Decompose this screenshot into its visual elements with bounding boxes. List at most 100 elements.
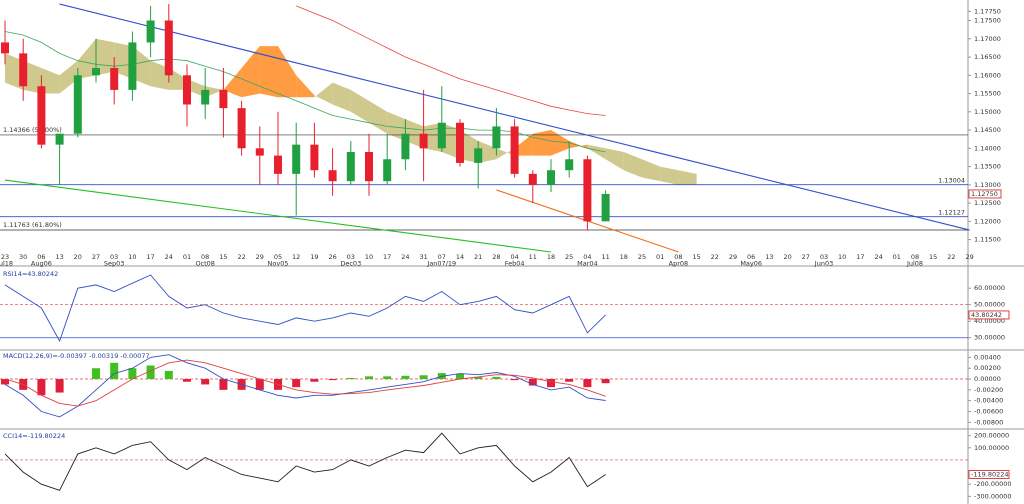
x-month-label: Jun03 [814, 260, 833, 268]
ichimoku-cloud [660, 166, 679, 185]
ichimoku-cloud [150, 60, 169, 90]
x-month-label: Mar04 [577, 260, 598, 268]
ichimoku-cloud [5, 53, 24, 90]
histogram-bar [365, 376, 373, 380]
x-month-label: May06 [740, 260, 762, 268]
y-tick-label: 0.00400 [974, 353, 1001, 361]
candle-body [456, 122, 464, 163]
histogram-bar [474, 376, 483, 380]
ichimoku-cloud [605, 148, 624, 171]
ichimoku-cloud [96, 38, 115, 76]
candle-body [237, 108, 246, 149]
x-tick-label: 23 [1, 253, 9, 261]
x-tick-label: 22 [237, 253, 245, 261]
ichimoku-cloud [205, 86, 224, 98]
ichimoku-cloud [478, 141, 497, 163]
histogram-bar [346, 377, 355, 380]
x-tick-label: 15 [219, 253, 227, 261]
x-tick-label: 17 [146, 253, 154, 261]
y-tick-label: 50.00000 [974, 301, 1005, 309]
candle-body [255, 148, 264, 156]
ichimoku-cloud [132, 46, 151, 87]
x-tick-label: 03 [820, 253, 828, 261]
last-price-label: 1.12750 [971, 190, 998, 198]
candle-body [310, 144, 319, 171]
panel-title: RSI14=43.80242 [3, 270, 58, 278]
x-tick-label: 27 [92, 253, 100, 261]
x-month-label: Nov05 [268, 260, 289, 268]
histogram-bar [583, 379, 592, 388]
ichimoku-cloud [569, 141, 588, 149]
candle-body [383, 159, 392, 182]
x-month-label: Aug06 [31, 260, 52, 268]
candle-body [274, 155, 282, 174]
x-month-label: Jul18 [0, 260, 13, 268]
y-tick-label: 40.00000 [974, 317, 1005, 325]
y-tick-label: 30.00000 [974, 334, 1005, 342]
x-tick-label: 06 [747, 253, 755, 261]
panel-title: MACD(12,26,9)=-0.00397 -0.00319 -0.00077 [3, 352, 150, 360]
x-tick-label: 08 [674, 253, 682, 261]
candle-body [437, 122, 446, 149]
x-tick-label: 11 [601, 253, 609, 261]
x-tick-label: 15 [692, 253, 700, 261]
y-tick-label: 1.14500 [974, 126, 1001, 134]
candle-body [365, 151, 373, 182]
x-tick-label: 01 [893, 253, 901, 261]
y-tick-label: 1.12500 [974, 199, 1001, 207]
y-tick-label: 1.17000 [974, 35, 1001, 43]
candle-body [110, 67, 119, 90]
last-value-box [968, 310, 1010, 320]
x-tick-label: 10 [838, 253, 846, 261]
histogram-bar [55, 379, 64, 393]
candle-body [419, 133, 428, 149]
ichimoku-cloud [587, 144, 606, 160]
x-tick-label: 07 [438, 253, 446, 261]
x-tick-label: 28 [492, 253, 500, 261]
x-tick-label: 27 [802, 253, 810, 261]
candle-body [92, 67, 100, 76]
candle-body [328, 170, 337, 182]
histogram-bar [456, 373, 464, 380]
ichimoku-cloud [314, 82, 333, 105]
y-tick-label: -300.00000 [974, 492, 1012, 500]
y-tick-label: -0.00200 [974, 386, 1003, 394]
x-tick-label: 13 [55, 253, 63, 261]
histogram-bar [183, 379, 191, 382]
y-tick-label: 1.16000 [974, 71, 1001, 79]
candle-body [401, 133, 410, 160]
ichimoku-cloud [496, 148, 515, 160]
x-tick-label: 31 [419, 253, 427, 261]
x-month-label: Dec03 [340, 260, 361, 268]
ichimoku-cloud [168, 67, 187, 90]
trendline [4, 179, 552, 253]
y-tick-label: 1.17750 [974, 7, 1001, 15]
x-tick-label: 20 [783, 253, 791, 261]
panel-title: CCI14=-119.80224 [3, 432, 65, 440]
histogram-bar [401, 375, 410, 380]
ichimoku-cloud [350, 89, 369, 123]
histogram-bar [128, 368, 137, 380]
fib-level-label: 1.11763 (61.80%) [3, 221, 62, 229]
ichimoku-cloud [59, 60, 78, 94]
x-tick-label: 25 [565, 253, 573, 261]
x-month-label: Sep03 [104, 260, 125, 268]
x-tick-label: 08 [201, 253, 209, 261]
candle-body [19, 53, 28, 87]
candle-body [528, 173, 537, 185]
ichimoku-cloud [296, 75, 315, 98]
candle-body [219, 89, 228, 109]
x-tick-label: 24 [401, 253, 409, 261]
y-tick-label: 1.13000 [974, 181, 1001, 189]
ichimoku-cloud [678, 170, 697, 185]
ichimoku-cloud [77, 38, 96, 79]
macd-line [4, 359, 606, 407]
candle-body [183, 75, 191, 105]
ichimoku-cloud [41, 67, 60, 94]
candle-body [128, 42, 137, 90]
last-price-box [968, 189, 1002, 199]
x-tick-label: 08 [911, 253, 919, 261]
x-tick-label: 29 [729, 253, 737, 261]
histogram-bar [292, 379, 301, 388]
histogram-bar [565, 379, 574, 382]
